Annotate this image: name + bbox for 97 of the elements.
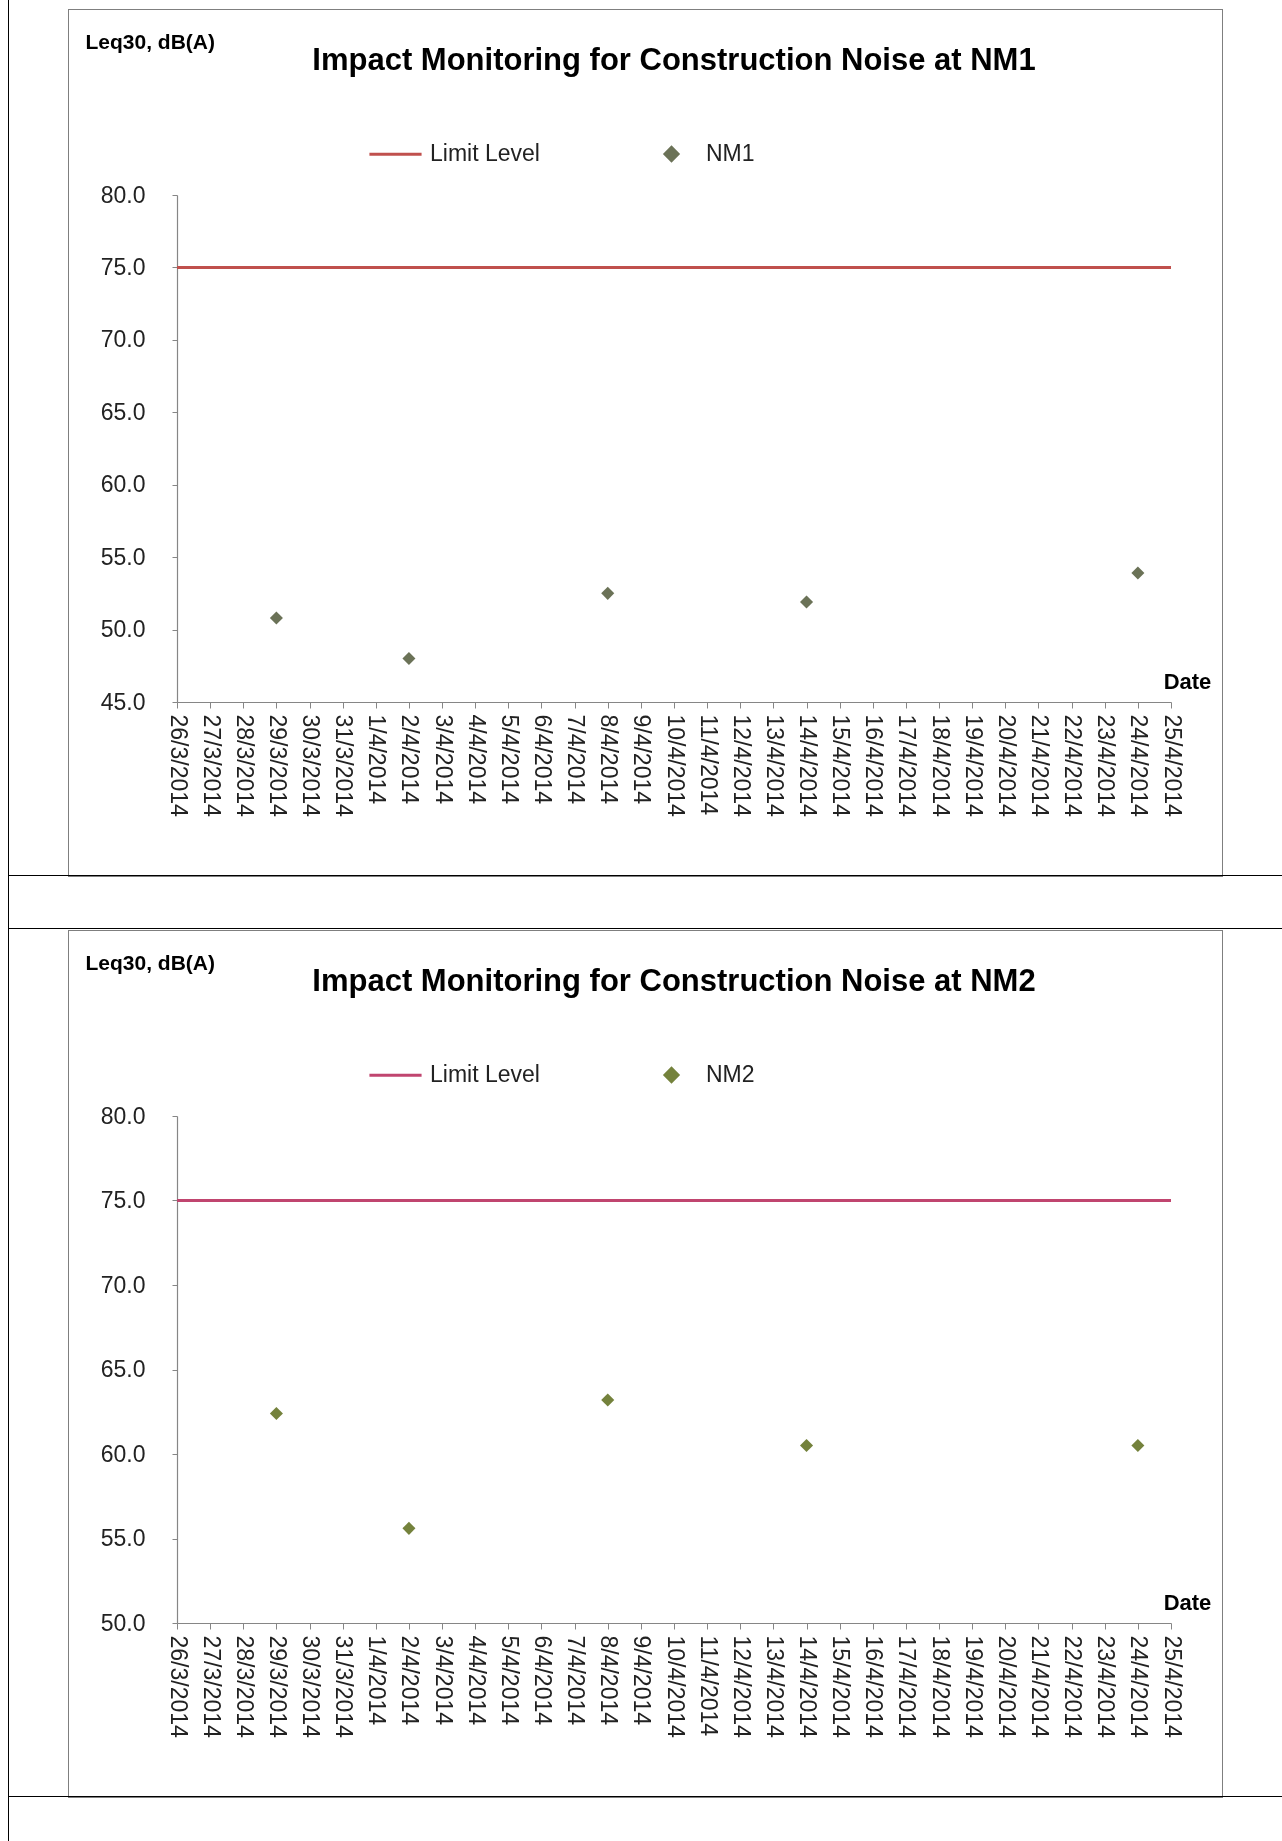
legend-label: Limit Level [430, 1061, 540, 1088]
x-tick-label: 8/4/2014 [596, 714, 623, 805]
x-tick-label: 18/4/2014 [927, 714, 954, 818]
x-tick-label: 13/4/2014 [761, 1635, 788, 1739]
x-tick-label: 13/4/2014 [761, 714, 788, 818]
chart-title: Impact Monitoring for Construction Noise at NM2 [312, 963, 1036, 998]
x-tick-label: 31/3/2014 [331, 1635, 358, 1739]
x-tick-label: 23/4/2014 [1093, 714, 1120, 818]
x-tick-label: 19/4/2014 [960, 714, 987, 818]
x-tick-label: 27/3/2014 [198, 1635, 225, 1739]
x-tick-label: 2/4/2014 [397, 1635, 424, 1726]
legend-label: NM1 [706, 139, 755, 166]
x-tick-label: 6/4/2014 [529, 714, 556, 805]
x-tick-label: 21/4/2014 [1026, 1635, 1053, 1739]
y-tick-label: 80.0 [100, 1102, 146, 1129]
x-tick-label: 26/3/2014 [165, 1635, 192, 1739]
y-tick-label: 65.0 [100, 1356, 146, 1382]
y-tick-label: 75.0 [100, 253, 146, 280]
y-tick-label: 80.0 [100, 181, 146, 208]
x-tick-label: 7/4/2014 [563, 1635, 590, 1726]
y-tick-label: 55.0 [100, 543, 146, 570]
x-tick-label: 14/4/2014 [795, 1635, 822, 1739]
x-tick-label: 4/4/2014 [463, 714, 490, 805]
x-tick-label: 16/4/2014 [861, 1635, 888, 1739]
x-tick-label: 29/3/2014 [264, 1635, 291, 1739]
x-tick-label: 11/4/2014 [695, 714, 722, 816]
point [800, 1439, 814, 1453]
x-tick-label: 3/4/2014 [430, 1635, 457, 1726]
x-tick-label: 20/4/2014 [993, 714, 1020, 818]
x-tick-label: 10/4/2014 [662, 1635, 689, 1739]
x-tick-label: 7/4/2014 [563, 714, 590, 805]
x-tick-label: 28/3/2014 [231, 714, 258, 818]
y-axis-title: Leq30, dB(A) [85, 29, 216, 53]
x-tick-label: 4/4/2014 [463, 1635, 490, 1726]
point [269, 611, 283, 625]
x-tick-label: 20/4/2014 [993, 1635, 1020, 1739]
point [601, 586, 615, 600]
x-tick-label: 3/4/2014 [430, 714, 457, 805]
x-tick-label: 18/4/2014 [927, 1635, 954, 1739]
x-tick-label: 23/4/2014 [1093, 1635, 1120, 1739]
point [1131, 566, 1145, 580]
y-tick-label: 70.0 [100, 1271, 146, 1298]
chart-title: Impact Monitoring for Construction Noise at NM1 [312, 42, 1036, 77]
x-tick-label: 11/4/2014 [695, 1635, 722, 1737]
x-tick-label: 24/4/2014 [1126, 714, 1153, 818]
x-tick-label: 17/4/2014 [894, 714, 921, 818]
point [269, 1406, 283, 1420]
x-tick-label: 6/4/2014 [529, 1635, 556, 1726]
x-tick-label: 25/4/2014 [1159, 1635, 1186, 1739]
y-tick-label: 60.0 [100, 1440, 146, 1467]
x-tick-label: 30/3/2014 [298, 1635, 325, 1739]
x-tick-label: 26/3/2014 [165, 714, 192, 818]
y-tick-label: 65.0 [100, 398, 146, 425]
x-tick-label: 15/4/2014 [828, 1635, 855, 1739]
x-tick-label: 25/4/2014 [1159, 714, 1186, 818]
x-tick-label: 22/4/2014 [1060, 714, 1087, 818]
y-tick-label: 55.0 [100, 1525, 146, 1551]
x-tick-label: 22/4/2014 [1060, 1635, 1087, 1739]
legend-label: Limit Level [430, 140, 540, 167]
x-tick-label: 12/4/2014 [728, 1635, 755, 1739]
x-tick-label: 30/3/2014 [298, 714, 325, 818]
x-tick-label: 19/4/2014 [960, 1635, 987, 1739]
x-tick-label: 17/4/2014 [894, 1635, 921, 1739]
x-tick-label: 1/4/2014 [364, 1635, 391, 1726]
x-tick-label: 24/4/2014 [1126, 1635, 1153, 1739]
x-tick-label: 9/4/2014 [629, 714, 656, 805]
point [402, 1521, 416, 1535]
x-tick-label: 31/3/2014 [331, 714, 358, 818]
x-tick-label: 12/4/2014 [728, 714, 755, 818]
x-tick-label: 29/3/2014 [264, 714, 291, 818]
x-tick-label: 16/4/2014 [861, 714, 888, 818]
x-tick-label: 10/4/2014 [662, 714, 689, 818]
x-tick-label: 5/4/2014 [496, 714, 523, 805]
x-tick-label: 1/4/2014 [364, 714, 391, 805]
x-tick-label: 15/4/2014 [828, 714, 855, 818]
point [1131, 1439, 1145, 1453]
y-tick-label: 50.0 [100, 1609, 146, 1636]
x-axis-title: Date [1163, 1589, 1212, 1615]
point [601, 1393, 615, 1407]
x-tick-label: 27/3/2014 [198, 714, 225, 818]
y-tick-label: 70.0 [100, 326, 146, 353]
y-tick-label: 75.0 [100, 1187, 146, 1213]
y-axis-title: Leq30, dB(A) [85, 950, 216, 974]
x-axis-title: Date [1163, 668, 1212, 694]
y-tick-label: 60.0 [100, 471, 146, 498]
y-tick-label: 45.0 [100, 688, 146, 715]
x-tick-label: 2/4/2014 [397, 714, 424, 805]
y-tick-label: 50.0 [100, 616, 146, 643]
x-tick-label: 14/4/2014 [795, 714, 822, 818]
legend-label: NM2 [706, 1060, 755, 1087]
x-tick-label: 5/4/2014 [496, 1635, 523, 1726]
x-tick-label: 28/3/2014 [231, 1635, 258, 1739]
point [402, 652, 416, 666]
x-tick-label: 9/4/2014 [629, 1635, 656, 1726]
x-tick-label: 8/4/2014 [596, 1635, 623, 1726]
x-tick-label: 21/4/2014 [1026, 714, 1053, 818]
point [800, 595, 814, 609]
